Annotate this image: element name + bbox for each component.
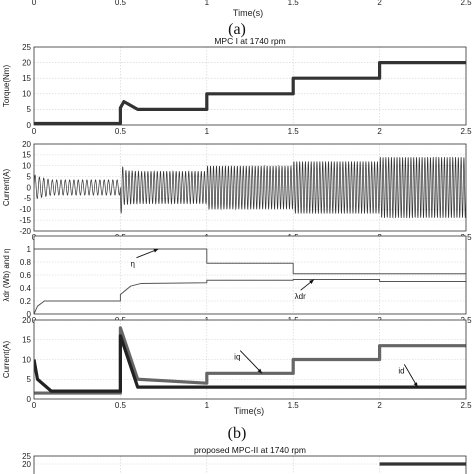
panel-title: MPC I at 1740 rpm xyxy=(214,36,285,46)
top-tick-label: 0.5 xyxy=(115,0,127,7)
arrow-head xyxy=(257,368,263,374)
y-tick-label: -5 xyxy=(24,194,32,203)
y-axis-label: λdr (Wb) and η xyxy=(2,249,11,302)
panel-torque: 0 0.5 1 1.5 2 2.5 0 5 10 15 20 25 MPC I at 1740 rpm T… xyxy=(2,36,472,136)
plot-frame xyxy=(33,319,467,400)
plot-data xyxy=(34,326,466,395)
panel-dq-current: 0 0.5 1 1.5 2 2.5 0 5 10 15 20 Current(A) iq id xyxy=(2,316,472,410)
y-tick-label: 20 xyxy=(22,140,31,149)
y-tick-label: 15 xyxy=(22,74,31,83)
series-line-0 xyxy=(34,60,466,125)
x-tick-label: 2.5 xyxy=(460,401,472,410)
plot-area xyxy=(34,47,466,125)
x-tick-label: 1.5 xyxy=(288,401,300,410)
x-tick-label: 1 xyxy=(205,401,210,410)
y-tick-label: 10 xyxy=(22,90,31,99)
y-axis-label: Current(A) xyxy=(2,168,11,206)
annotation-arrow xyxy=(239,350,263,374)
series-id xyxy=(34,334,466,393)
plot-frame xyxy=(33,46,467,126)
y-tick-label: 0.6 xyxy=(20,271,32,280)
x-tick-label: 2 xyxy=(377,401,382,410)
y-axis-label: Current(A) xyxy=(2,340,11,378)
y-tick-label: 25 xyxy=(22,452,31,461)
x-tick-label: 1.5 xyxy=(288,127,300,136)
y-tick-label: 10 xyxy=(22,355,31,364)
top-tick-label: 1.5 xyxy=(288,0,300,7)
mid-xlabel: Time(s) xyxy=(234,406,264,416)
top-tick-label: 0 xyxy=(32,0,37,7)
y-tick-label: 0.8 xyxy=(20,258,32,267)
x-tick-label: 0.5 xyxy=(115,401,127,410)
plot-frame xyxy=(33,143,467,232)
arrow-head xyxy=(309,279,314,284)
top-tick-label: 2 xyxy=(377,0,382,7)
arrow-head xyxy=(153,248,159,253)
x-tick-label: 2.5 xyxy=(460,127,472,136)
y-tick-label: 5 xyxy=(27,375,32,384)
series-s0 xyxy=(34,248,466,275)
y-tick-label: 0 xyxy=(27,121,32,130)
top-tick-label: 1 xyxy=(205,0,210,7)
panel-title: proposed MPC-II at 1740 rpm xyxy=(194,445,306,455)
x-tick-label: 0 xyxy=(32,127,37,136)
y-tick-label: 0 xyxy=(27,395,32,404)
panel-phase-current: 00.511.522.5-20-15-10-505101520Current(A… xyxy=(2,140,472,242)
y-tick-label: 0 xyxy=(27,183,32,192)
y-tick-label: 20 xyxy=(22,316,31,325)
y-tick-label: -20 xyxy=(19,227,31,236)
y-tick-label: -10 xyxy=(19,205,31,214)
annotation-label: η xyxy=(130,260,134,269)
y-tick-label: 1 xyxy=(27,245,32,254)
y-tick-label: 5 xyxy=(27,105,32,114)
y-tick-label: 20 xyxy=(22,460,31,469)
y-tick-label: 10 xyxy=(22,162,31,171)
y-tick-label: -15 xyxy=(19,216,31,225)
series-phase-current xyxy=(34,156,466,219)
plot-frame xyxy=(33,455,467,474)
x-tick-label: 1 xyxy=(205,127,210,136)
y-tick-label: 0 xyxy=(27,310,32,319)
series-dr xyxy=(34,279,466,314)
x-tick-label: 0.5 xyxy=(115,127,127,136)
y-tick-label: 15 xyxy=(22,151,31,160)
top-tick-label: 2.5 xyxy=(460,0,472,7)
y-axis-label: Torque(Nm) xyxy=(2,65,11,108)
plot-area xyxy=(34,456,466,474)
x-tick-label: 2 xyxy=(377,127,382,136)
y-tick-label: 20 xyxy=(22,58,31,67)
y-tick-label: 25 xyxy=(22,43,31,52)
y-tick-label: 15 xyxy=(22,336,31,345)
plot-frame xyxy=(33,235,467,315)
top-partial-ticks: 0 0.5 1 1.5 2 2.5 xyxy=(32,0,472,7)
annotation-label: id xyxy=(398,366,404,375)
annotation-label: λdr xyxy=(295,292,306,301)
y-tick-label: 5 xyxy=(27,172,32,181)
arrow-head xyxy=(413,382,418,388)
annotation-label: iq xyxy=(234,353,240,362)
x-tick-label: 0 xyxy=(32,401,37,410)
figure-label-b: (b) xyxy=(228,425,247,442)
plot-data xyxy=(34,156,466,219)
y-tick-label: 0.4 xyxy=(20,284,32,293)
top-xlabel: Time(s) xyxy=(233,8,263,18)
figure-label-a: (a) xyxy=(228,21,246,38)
y-tick-label: 0.2 xyxy=(20,297,32,306)
plot-data xyxy=(34,60,466,125)
plot-data xyxy=(34,248,466,314)
figure-a-remnant: 0 0.5 1 1.5 2 2.5 Time(s) (a) xyxy=(32,0,472,38)
